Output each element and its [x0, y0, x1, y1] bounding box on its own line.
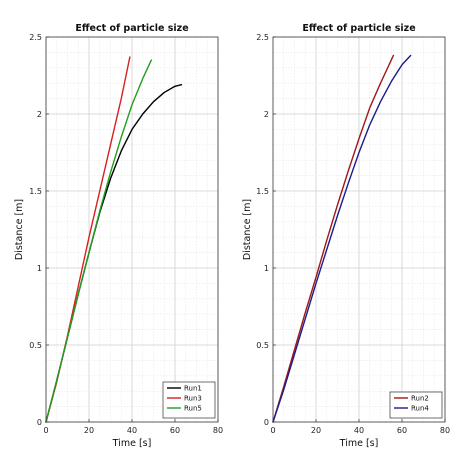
right-plot-lines [272, 54, 412, 423]
right-plot-y-axis-label: Distance [m] [242, 199, 253, 260]
legend-label-run2: Run2 [411, 395, 429, 403]
x-tick-label: 60 [397, 426, 407, 435]
right-plot-legend: Run2 Run4 [389, 391, 443, 419]
left-plot-lines [45, 56, 183, 423]
x-tick-label: 20 [84, 426, 94, 435]
x-tick-label: 20 [311, 426, 321, 435]
x-tick-label: 40 [354, 426, 364, 435]
y-tick-label: 1 [264, 264, 269, 273]
y-tick-label: 2 [264, 110, 269, 119]
y-tick-label: 1 [37, 264, 42, 273]
right-plot-tick-labels: 0 20 40 60 80 0 0.5 1 1.5 2 2.5 [256, 33, 450, 435]
right-plot-grid [273, 37, 445, 422]
series-line-run4 [272, 54, 412, 423]
legend-label-run3: Run3 [184, 395, 202, 403]
left-plot-title: Effect of particle size [75, 23, 188, 34]
left-plot-x-axis-label: Time [s] [112, 438, 152, 449]
right-plot: 0 20 40 60 80 0 0.5 1 1.5 2 2.5 Effect of particle… [242, 23, 450, 449]
y-tick-label: 2.5 [29, 33, 42, 42]
legend-label-run4: Run4 [411, 405, 429, 413]
left-plot: 0 20 40 60 80 0 0.5 1 1.5 2 2.5 Effect of particle… [14, 23, 223, 449]
y-tick-label: 0 [37, 418, 42, 427]
y-tick-label: 2 [37, 110, 42, 119]
x-tick-label: 40 [127, 426, 137, 435]
left-plot-legend: Run1 Run3 Run5 [162, 381, 216, 419]
right-plot-x-axis-label: Time [s] [339, 438, 379, 449]
y-tick-label: 0.5 [29, 341, 42, 350]
x-tick-label: 80 [213, 426, 223, 435]
x-tick-label: 60 [170, 426, 180, 435]
y-tick-label: 2.5 [256, 33, 269, 42]
left-plot-y-axis-label: Distance [m] [14, 199, 25, 260]
series-line-run5 [45, 59, 153, 423]
legend-label-run5: Run5 [184, 405, 202, 413]
y-tick-label: 1.5 [256, 187, 269, 196]
y-tick-label: 0 [264, 418, 269, 427]
right-plot-legend-box [389, 391, 443, 419]
left-plot-tick-labels: 0 20 40 60 80 0 0.5 1 1.5 2 2.5 [29, 33, 223, 435]
right-plot-title: Effect of particle size [302, 23, 415, 34]
series-line-run2 [272, 54, 395, 423]
legend-label-run1: Run1 [184, 385, 202, 393]
y-tick-label: 1.5 [29, 187, 42, 196]
y-tick-label: 0.5 [256, 341, 269, 350]
x-tick-label: 0 [43, 426, 48, 435]
x-tick-label: 0 [270, 426, 275, 435]
x-tick-label: 80 [440, 426, 450, 435]
